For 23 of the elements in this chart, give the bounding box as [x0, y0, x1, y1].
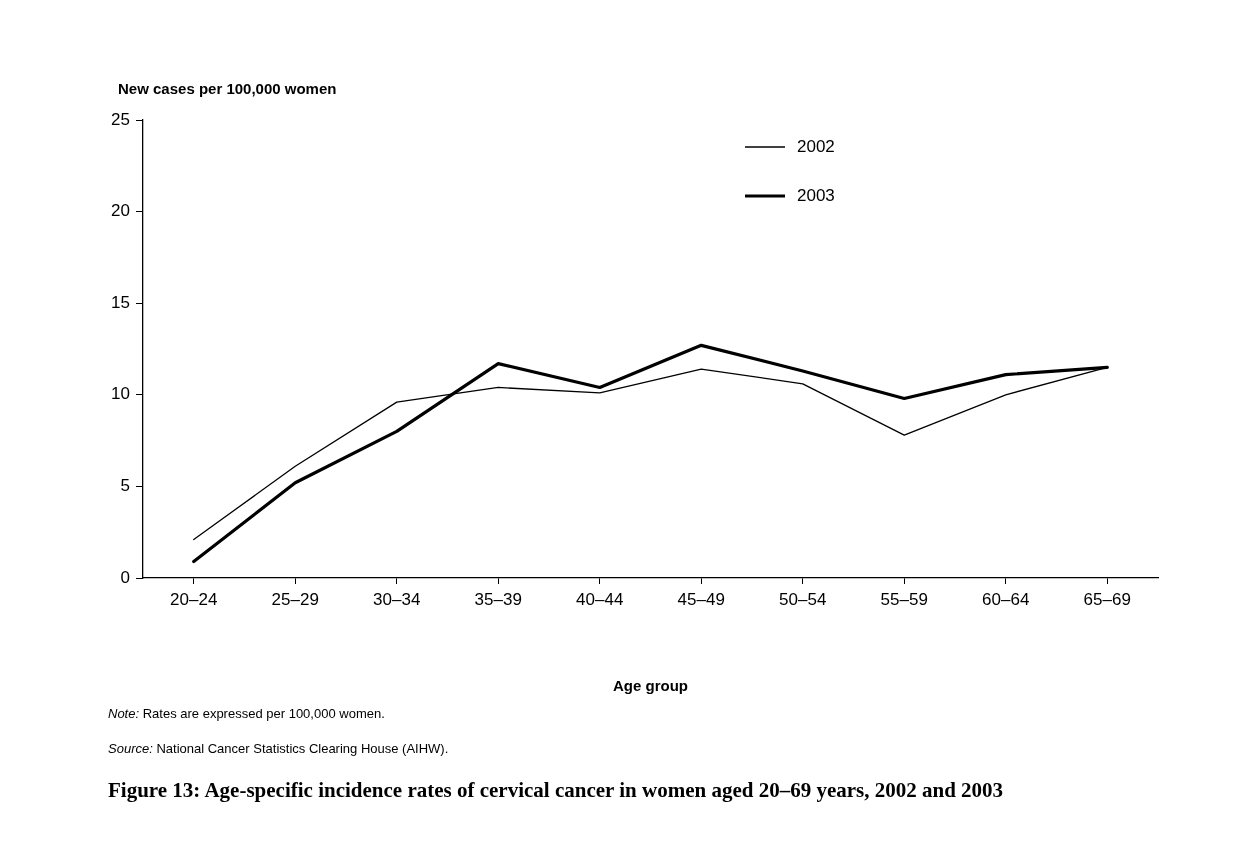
x-tick-label: 50–54: [779, 589, 827, 609]
source-note: Source: National Cancer Statistics Clearing House (AIHW).: [108, 741, 449, 756]
y-axis-title: New cases per 100,000 women: [118, 80, 337, 98]
x-tick-label: 40–44: [576, 589, 624, 609]
y-tick-label: 0: [120, 567, 130, 587]
text: Figure 13: Age-specific incidence rates of cervical cancer in women aged 20–69 years, 2002 and 2003: [108, 777, 1005, 804]
x-tick-label: 55–59: [880, 589, 928, 609]
x-axis-title: Age group: [613, 677, 688, 695]
x-tick-label: 20–24: [170, 589, 218, 609]
x-tick-label: 25–29: [271, 589, 319, 609]
y-tick-label: 15: [111, 292, 130, 312]
x-tick-label: 65–69: [1083, 589, 1131, 609]
x-tick-label: 35–39: [474, 589, 522, 609]
x-tick-label: 60–64: [982, 589, 1030, 609]
y-tick-label: 5: [120, 476, 130, 496]
legend-label: 2003: [797, 185, 835, 205]
x-tick-label: 45–49: [677, 589, 725, 609]
legend-label: 2002: [797, 136, 835, 156]
text: Note: Rates are expressed per 100,000 women.: [108, 706, 386, 721]
x-tick-label: 30–34: [373, 589, 421, 609]
y-tick-label: 25: [111, 109, 130, 129]
y-tick-label: 10: [111, 384, 130, 404]
y-tick-label: 20: [111, 201, 130, 221]
